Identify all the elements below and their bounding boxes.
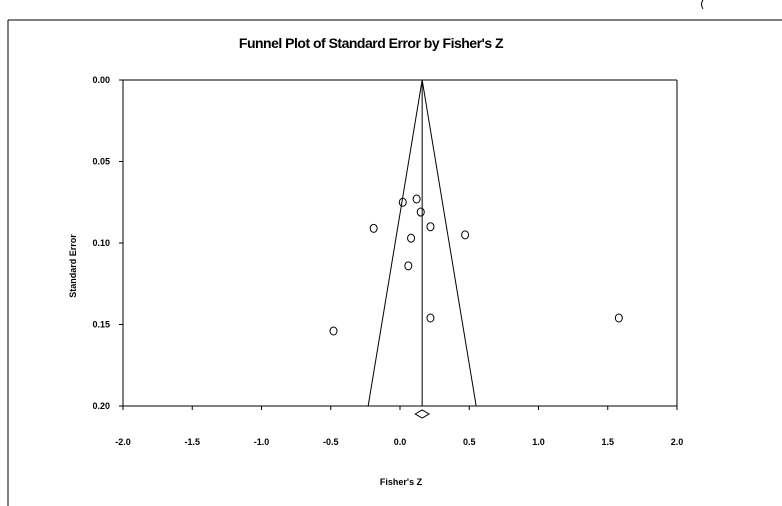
study-point [329,326,338,336]
y-axis-label: Standard Error [68,234,78,298]
x-tick-label: 0.0 [394,437,407,447]
plot-area [122,79,678,407]
study-point [404,261,413,271]
study-point [614,313,623,323]
study-point [369,223,378,233]
frame-corner-mark [701,0,704,10]
chart-title: Funnel Plot of Standard Error by Fisher'… [239,35,504,51]
study-point [407,233,416,243]
summary-diamond [414,409,431,419]
study-points [329,194,623,336]
study-point [416,207,425,217]
study-point [426,313,435,323]
y-tick-label: 0.20 [92,401,110,411]
x-tick-label: 0.5 [463,437,476,447]
x-tick-label: -2.0 [115,437,131,447]
x-tick-label: -1.5 [184,437,200,447]
x-axis-label: Fisher's Z [380,477,423,487]
x-axis-ticks: -2.0 -1.5 -1.0 -0.5 0.0 0.5 1.0 1.5 2.0 [115,406,683,447]
study-point [398,197,407,207]
y-tick-label: 0.00 [92,75,110,85]
study-point [461,230,470,240]
study-point [426,222,435,232]
y-tick-label: 0.10 [92,238,110,248]
x-tick-label: 2.0 [671,437,684,447]
x-tick-label: -1.0 [254,437,270,447]
study-point [412,194,421,204]
y-tick-label: 0.05 [92,157,110,167]
funnel-lines [367,79,477,407]
x-tick-label: 1.0 [532,437,545,447]
x-tick-label: 1.5 [601,437,614,447]
summary-diamond-group [414,409,431,419]
y-axis-ticks: 0.00 0.05 0.10 0.15 0.20 [92,75,123,411]
funnel-right-line [421,79,477,407]
x-tick-label: -0.5 [323,437,339,447]
funnel-left-line [367,79,423,407]
y-tick-label: 0.15 [92,320,110,330]
